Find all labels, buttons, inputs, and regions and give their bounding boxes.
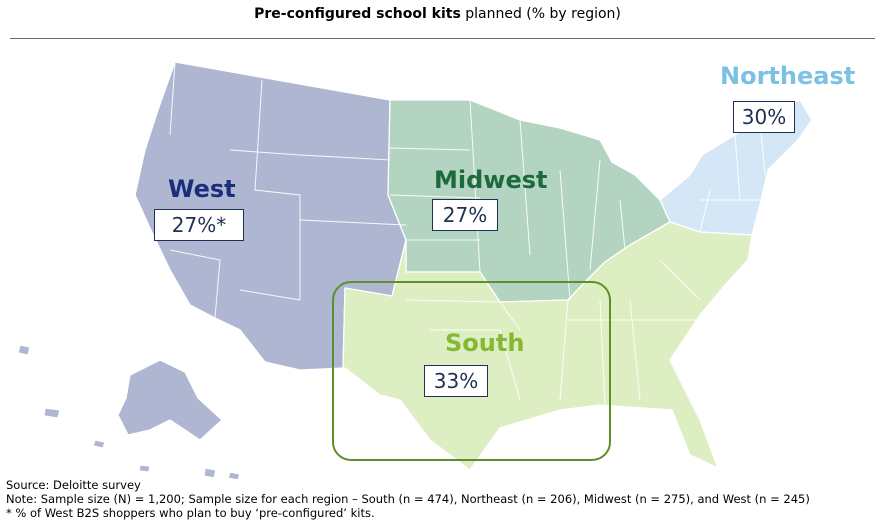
northeast-value-box: 30% [733,101,795,133]
state-lines-south [405,259,701,406]
region-west-alaska [117,359,223,441]
chart-title: Pre-configured school kits planned (% by… [0,6,875,22]
region-northeast [659,99,813,236]
us-region-map [17,61,813,480]
region-south [342,221,753,471]
midwest-value-box: 27% [432,199,498,231]
region-west-hawaii [138,464,241,480]
sample-size-note: Note: Sample size (N) = 1,200; Sample si… [6,492,810,506]
state-lines-northeast [699,119,766,233]
source-note: Source: Deloitte survey [6,478,141,492]
title-bold: Pre-configured school kits [254,6,461,22]
south-highlight-box [332,281,611,461]
asterisk-footnote: * % of West B2S shoppers who plan to buy… [6,506,375,520]
south-label: South [445,329,525,357]
alaska-islands [17,344,106,449]
title-rest: planned (% by region) [460,6,621,22]
northeast-label: Northeast [720,62,856,90]
west-label: West [168,175,236,203]
midwest-label: Midwest [434,166,548,194]
footnotes: Source: Deloitte survey Note: Sample siz… [6,478,875,520]
south-value-box: 33% [424,365,488,397]
west-value-box: 27%* [154,209,244,241]
title-divider [10,38,875,39]
state-lines-west [169,61,407,319]
state-lines-midwest [389,99,626,301]
